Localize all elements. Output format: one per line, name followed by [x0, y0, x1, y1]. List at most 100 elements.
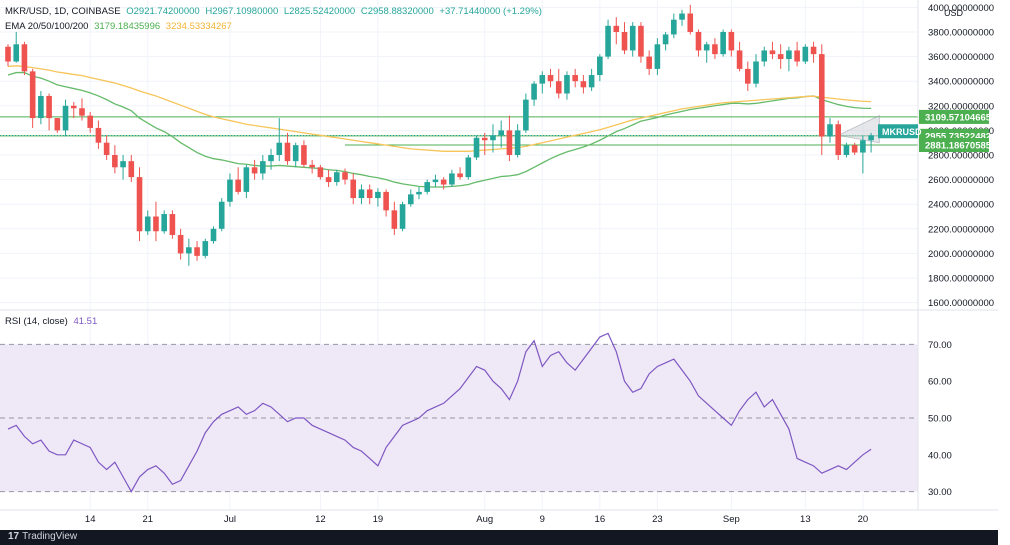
candle-body	[629, 25, 636, 51]
candle-body	[786, 50, 792, 60]
candle-body	[13, 44, 20, 62]
candle-body	[851, 145, 858, 153]
candle-body	[317, 167, 324, 178]
rsi-axis[interactable]: 30.00 40.00 50.00 60.00 70.00	[928, 340, 952, 498]
candle-body	[210, 228, 217, 242]
candle-body	[416, 191, 422, 195]
rsi-line	[7, 332, 872, 493]
candle-body	[46, 95, 52, 119]
candle-body	[498, 130, 504, 136]
price-tag-upper-bg	[919, 109, 989, 124]
candle-body	[38, 95, 44, 119]
candle-body	[564, 75, 570, 94]
time-tick-label: 16	[595, 514, 606, 525]
candle-body	[835, 124, 842, 155]
candle-body	[334, 172, 340, 183]
candle-body	[687, 13, 694, 32]
price-chart[interactable]: 1600.00000000 1800.00000000 2000.00000000 2…	[0, 0, 998, 530]
right-edge	[998, 0, 1010, 545]
candle-body	[5, 46, 11, 62]
candle-body	[621, 31, 628, 51]
candle-body	[62, 105, 69, 131]
time-tick-label: 9	[540, 514, 545, 525]
candle-body	[202, 241, 209, 256]
candle-body	[671, 19, 677, 35]
price-tick-label: 3600.00000000	[928, 52, 994, 63]
candle-body	[103, 142, 110, 155]
candle-body	[235, 179, 241, 192]
candle-body	[695, 31, 702, 51]
candle-body	[54, 118, 61, 131]
candle-body	[753, 61, 759, 84]
candle-body	[572, 75, 578, 82]
time-tick-label: 21	[142, 514, 153, 525]
candle-body	[597, 56, 603, 76]
candle-body	[301, 145, 307, 165]
candle-body	[161, 214, 167, 232]
price-tags: 3109.57104665 2955.735224822881.18670585M…	[878, 109, 992, 153]
price-tag-upper: 3109.57104665	[925, 112, 992, 123]
candles	[5, 4, 874, 266]
price-tick-label: 4000.00000000	[928, 3, 994, 14]
candle-body	[292, 145, 299, 162]
symbol-tag: MKRUSD	[882, 127, 922, 137]
rsi-legend[interactable]: RSI (14, close) 41.51	[5, 316, 100, 327]
ema-legend[interactable]: EMA 20/50/100/200 3179.18435996 3234.533…	[5, 21, 235, 32]
candle-body	[276, 142, 283, 155]
candle-body	[843, 145, 850, 155]
candle-body	[218, 201, 225, 229]
candle-body	[366, 189, 373, 199]
candle-body	[703, 44, 710, 51]
candle-body	[827, 124, 833, 137]
time-tick-label: 23	[652, 514, 663, 525]
price-tick-label: 2800.00000000	[928, 151, 994, 162]
candle-body	[440, 179, 447, 185]
tradingview-logo[interactable]: 17 TradingView	[8, 531, 77, 542]
symbol-legend[interactable]: MKR/USD, 1D, COINBASE O2921.74200000 H29…	[5, 6, 545, 17]
ema-label: EMA 20/50/100/200	[5, 21, 89, 32]
candle-body	[523, 99, 529, 131]
time-tick-label: Aug	[476, 514, 493, 525]
price-tick-label: 3200.00000000	[928, 101, 994, 112]
bottom-bar: 17 TradingView	[0, 530, 998, 545]
candle-body	[868, 135, 874, 141]
rsi-label: RSI (14, close)	[5, 316, 68, 327]
candle-body	[810, 46, 817, 55]
candle-body	[136, 177, 143, 232]
change-value: +37.71440000 (+1.29%)	[439, 6, 542, 17]
candle-body	[268, 155, 274, 162]
currency-label: USD	[944, 8, 964, 18]
candle-body	[112, 155, 118, 168]
horizontal-levels	[0, 116, 918, 146]
candle-body	[432, 179, 439, 183]
candle-body	[654, 44, 661, 69]
price-tag-lower: 2881.18670585	[925, 141, 992, 152]
ema-line-20	[7, 71, 872, 188]
rsi-level-lines	[0, 343, 918, 493]
candle-body	[350, 179, 357, 199]
candle-body	[588, 75, 595, 88]
candle-body	[506, 130, 513, 155]
rsi-tick-label: 30.00	[928, 487, 952, 498]
candle-body	[342, 172, 348, 180]
candle-body	[407, 194, 414, 205]
candle-body	[177, 234, 184, 254]
candle-body	[87, 115, 93, 128]
rsi-tick-label: 50.00	[928, 414, 952, 425]
low-value: L2825.52420000	[283, 6, 356, 17]
candle-body	[29, 71, 36, 119]
candle-body	[79, 108, 85, 116]
candle-body	[95, 127, 102, 143]
candle-body	[186, 247, 192, 254]
candle-body	[284, 142, 291, 162]
price-tag-mid: 2955.73522482	[925, 131, 991, 142]
candle-body	[465, 157, 472, 178]
candle-body	[646, 56, 652, 69]
rsi-tick-label: 70.00	[928, 340, 952, 351]
time-axis[interactable]: 14 21 Jul 12 19 Aug 9 16 23 Sep 13 20	[85, 514, 868, 525]
symbol-name: MKR/USD, 1D, COINBASE	[5, 6, 121, 17]
candle-body	[251, 167, 258, 174]
candle-body	[227, 179, 233, 202]
price-tick-label: 3400.00000000	[928, 77, 994, 88]
candle-body	[399, 204, 406, 229]
